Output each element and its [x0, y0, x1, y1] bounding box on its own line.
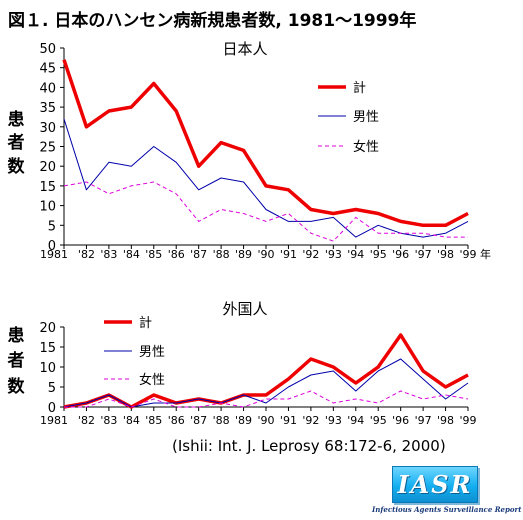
chart1-y-tick-label: 20: [39, 160, 56, 175]
chart2-y-axis-label: 患: [8, 326, 25, 346]
chart2-y-tick-label: 15: [39, 341, 56, 356]
chart2-x-tick-label: '99: [459, 414, 476, 427]
chart2-y-axis-label: 者: [7, 350, 25, 371]
chart1-x-tick-label: '89: [235, 248, 252, 261]
chart2-legend-label: 男性: [139, 345, 165, 360]
chart1-x-tick-label: '88: [213, 248, 230, 261]
chart2-x-tick-label: '85: [145, 414, 162, 427]
chart1-x-tick-label: '95: [370, 248, 387, 261]
chart1-y-tick-label: 10: [39, 200, 56, 215]
chart2-x-tick-label: '88: [213, 414, 230, 427]
chart1-x-tick-label: '96: [392, 248, 409, 261]
chart2-x-tick-label: '95: [370, 414, 387, 427]
chart2-x-tick-label: '93: [325, 414, 342, 427]
chart2-y-tick-label: 20: [39, 321, 56, 336]
chart2-y-tick-label: 0: [48, 401, 56, 416]
chart1-y-axis-label: 患: [8, 110, 25, 130]
chart2-x-tick-label: '82: [78, 414, 95, 427]
chart1-x-tick-label: '86: [168, 248, 185, 261]
chart2-legend-label: 計: [139, 315, 152, 331]
chart1-x-tick-label: '83: [100, 248, 117, 261]
page-title: 図１. 日本のハンセン病新規患者数, 1981～1999年: [8, 11, 417, 31]
chart1-series-line-total: [62, 59, 469, 228]
chart1-y-tick-label: 25: [39, 141, 56, 156]
chart2-x-tick-label: '83: [100, 414, 117, 427]
chart1-y-tick-label: 30: [39, 121, 56, 136]
chart1-x-tick-label: '82: [78, 248, 95, 261]
chart1-y-axis-label: 数: [8, 156, 26, 177]
chart1-x-tick-label: '94: [347, 248, 364, 261]
chart1-x-tick-label: '91: [280, 248, 297, 261]
chart2-x-tick-label: '97: [415, 414, 432, 427]
logo-subtitle: Infectious Agents Surveillance Report: [372, 505, 522, 514]
chart1-x-tick-label: 1981: [40, 248, 68, 261]
chart2-x-tick-label: 1981: [40, 414, 68, 427]
chart1-x-tick-label: '87: [190, 248, 207, 261]
chart2-x-tick-label: '89: [235, 414, 252, 427]
chart1-x-tick-label: '98: [437, 248, 454, 261]
chart2-y-tick-label: 10: [39, 361, 56, 376]
source-citation: (Ishii: Int. J. Leprosy 68:172-6, 2000): [172, 437, 446, 455]
chart2-legend-label: 女性: [139, 372, 165, 388]
chart2-x-tick-label: '90: [257, 414, 274, 427]
chart1-legend-label: 女性: [353, 139, 379, 155]
chart2-x-tick-label: '87: [190, 414, 207, 427]
chart2-x-tick-label: '98: [437, 414, 454, 427]
chart1-x-tick-label: '92: [302, 248, 319, 261]
chart2-series-line-female: [64, 390, 469, 408]
chart1-x-unit-label: 年: [480, 247, 491, 261]
chart1-legend-label: 男性: [353, 110, 379, 125]
chart1-y-tick-label: 0: [48, 239, 56, 254]
chart2-x-tick-label: '94: [347, 414, 364, 427]
chart1-x-tick-label: '97: [415, 248, 432, 261]
chart1-y-tick-label: 45: [39, 62, 56, 77]
chart2-series-line-total: [63, 333, 469, 409]
logo-text: IASR: [397, 470, 473, 499]
chart1-x-tick-label: '99: [459, 248, 476, 261]
chart2-x-tick-label: '91: [280, 414, 297, 427]
chart2-x-tick-label: '84: [123, 414, 140, 427]
chart2-x-tick-label: '96: [392, 414, 409, 427]
chart2-subtitle: 外国人: [222, 300, 267, 318]
chart1-legend-label: 計: [353, 80, 366, 96]
chart1-y-tick-label: 40: [39, 81, 56, 96]
chart1-y-axis-label: 者: [7, 132, 25, 153]
chart1-x-tick-label: '85: [145, 248, 162, 261]
chart1-y-tick-label: 15: [39, 180, 56, 195]
chart2-series-line-male: [63, 358, 469, 408]
chart2-x-tick-label: '92: [302, 414, 319, 427]
iasr-logo: IASR: [392, 466, 478, 503]
chart1-x-tick-label: '84: [123, 248, 140, 261]
chart1-series-line-female: [63, 181, 468, 242]
chart2-x-tick-label: '86: [168, 414, 185, 427]
chart2-y-tick-label: 5: [48, 381, 56, 396]
chart1-subtitle: 日本人: [222, 40, 267, 58]
chart1-y-tick-label: 35: [39, 101, 56, 116]
chart1-series-line-male: [63, 118, 469, 238]
chart1-x-tick-label: '90: [257, 248, 274, 261]
chart2-y-axis-label: 数: [8, 376, 26, 397]
chart1-x-tick-label: '93: [325, 248, 342, 261]
chart1-y-tick-label: 50: [39, 42, 56, 57]
chart1-y-tick-label: 5: [48, 219, 56, 234]
